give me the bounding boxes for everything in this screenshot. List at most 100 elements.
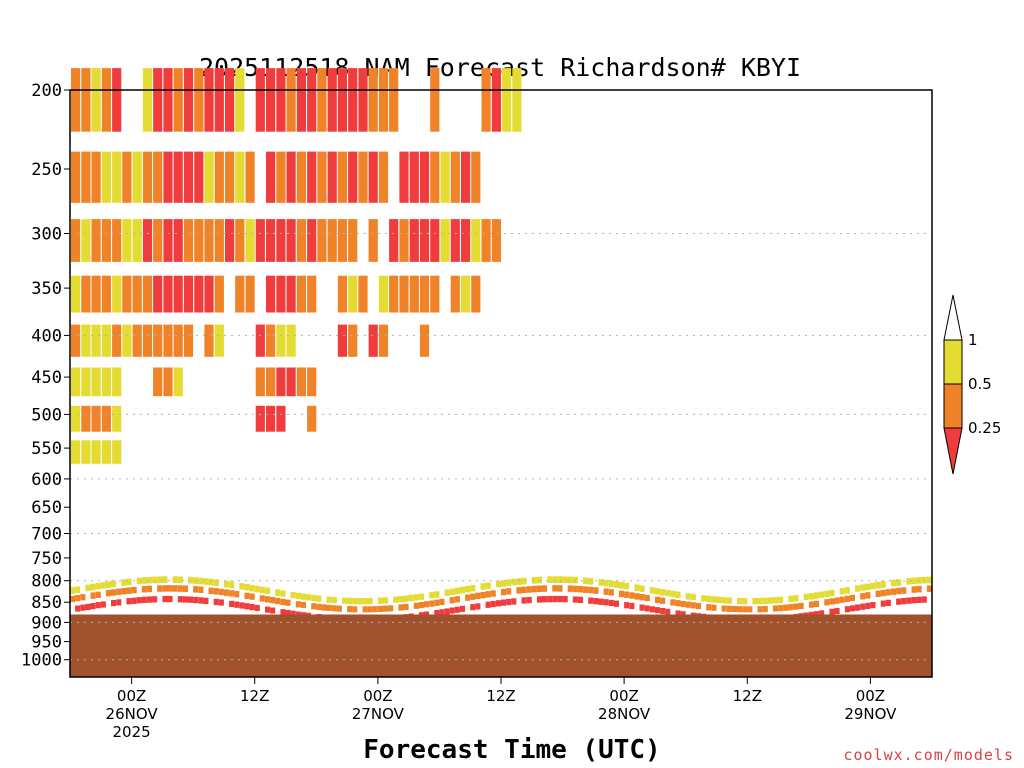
legend-label-0.25: 0.25 [968,419,1001,437]
band-cell [803,593,809,601]
band-cell [608,589,614,596]
heatmap-cell [389,68,399,132]
band-cell [726,597,732,604]
heatmap-cell [317,219,327,262]
band-cell [193,586,199,593]
band-cell [182,585,188,592]
heatmap-cell [112,324,122,357]
heatmap-cell [389,219,399,262]
band-cell [731,606,737,613]
band-cell [377,597,383,604]
band-cell [444,589,450,596]
band-cell [285,609,291,616]
heatmap-cell [81,275,91,313]
band-cell [485,591,491,598]
heatmap-cell [194,68,204,132]
heatmap-cell [163,367,173,397]
band-cell [916,596,922,603]
heatmap-cell [235,68,245,132]
heatmap-cell [71,219,81,262]
band-cell [198,577,204,585]
heatmap-cell [225,151,235,203]
band-cell [629,592,635,599]
heatmap-cell [266,151,276,203]
y-tick-label: 900 [31,613,62,633]
band-cell [280,598,286,606]
x-tick-label: 27NOV [352,705,405,723]
band-cell [311,603,317,610]
band-cell [213,598,219,606]
band-cell [721,597,727,604]
band-cell [911,597,917,604]
heatmap-cell [122,275,132,313]
band-cell [588,586,594,594]
band-cell [244,584,250,591]
heatmap-cell [173,275,183,313]
heatmap-cell [337,275,347,313]
heatmap-cell [378,324,389,357]
band-cell [403,603,409,611]
band-cell [711,604,717,611]
band-cell [454,606,460,613]
heatmap-cell [286,151,296,203]
band-cell [865,602,871,609]
heatmap-cell [307,275,317,313]
band-cell [434,591,440,598]
band-cell [239,602,245,609]
heatmap-cell [368,324,378,357]
heatmap-cell [173,324,183,357]
band-cell [239,583,245,590]
band-cell [675,600,681,607]
heatmap-cell [255,367,265,397]
heatmap-cell [173,151,183,203]
band-cell [85,584,91,592]
band-cell [639,594,645,601]
band-cell [470,604,476,611]
band-cell [90,603,96,610]
band-cell [229,581,235,589]
band-cell [95,582,101,590]
heatmap-cell [266,367,276,397]
heatmap-cell [163,324,173,357]
heatmap-cell [266,405,276,432]
y-tick-label: 1000 [21,651,62,671]
heatmap-cell [81,440,91,464]
band-cell [208,578,214,586]
band-cell [870,582,876,590]
heatmap-cell [307,151,317,203]
band-cell [706,595,712,603]
band-cell [757,606,763,613]
legend-arrow-bottom [943,427,963,475]
heatmap-cell [296,151,306,203]
heatmap-cell [112,151,122,203]
band-cell [649,587,655,594]
band-cell [824,599,830,606]
heatmap-cell [430,68,440,132]
heatmap-cell [245,275,255,313]
heatmap-cell [183,68,194,132]
band-cell [439,609,445,616]
band-cell [218,599,224,606]
heatmap-cell [142,324,153,357]
band-cell [480,583,486,590]
y-tick-label: 750 [31,549,62,569]
x-tick-label: 12Z [486,687,515,705]
band-cell [347,606,353,613]
heatmap-cell [286,68,296,132]
band-cell [670,590,676,598]
x-axis-label: Forecast Time (UTC) [363,735,660,765]
band-cell [449,597,455,604]
band-cell [547,596,553,603]
band-cell [921,596,927,603]
band-cell [116,588,122,595]
band-cell [70,595,76,603]
heatmap-cell [450,275,460,313]
heatmap-cell [142,151,153,203]
heatmap-cell [101,324,111,357]
band-cell [177,596,183,603]
heatmap-cell [409,219,419,262]
band-cell [372,606,378,613]
band-cell [454,596,460,603]
